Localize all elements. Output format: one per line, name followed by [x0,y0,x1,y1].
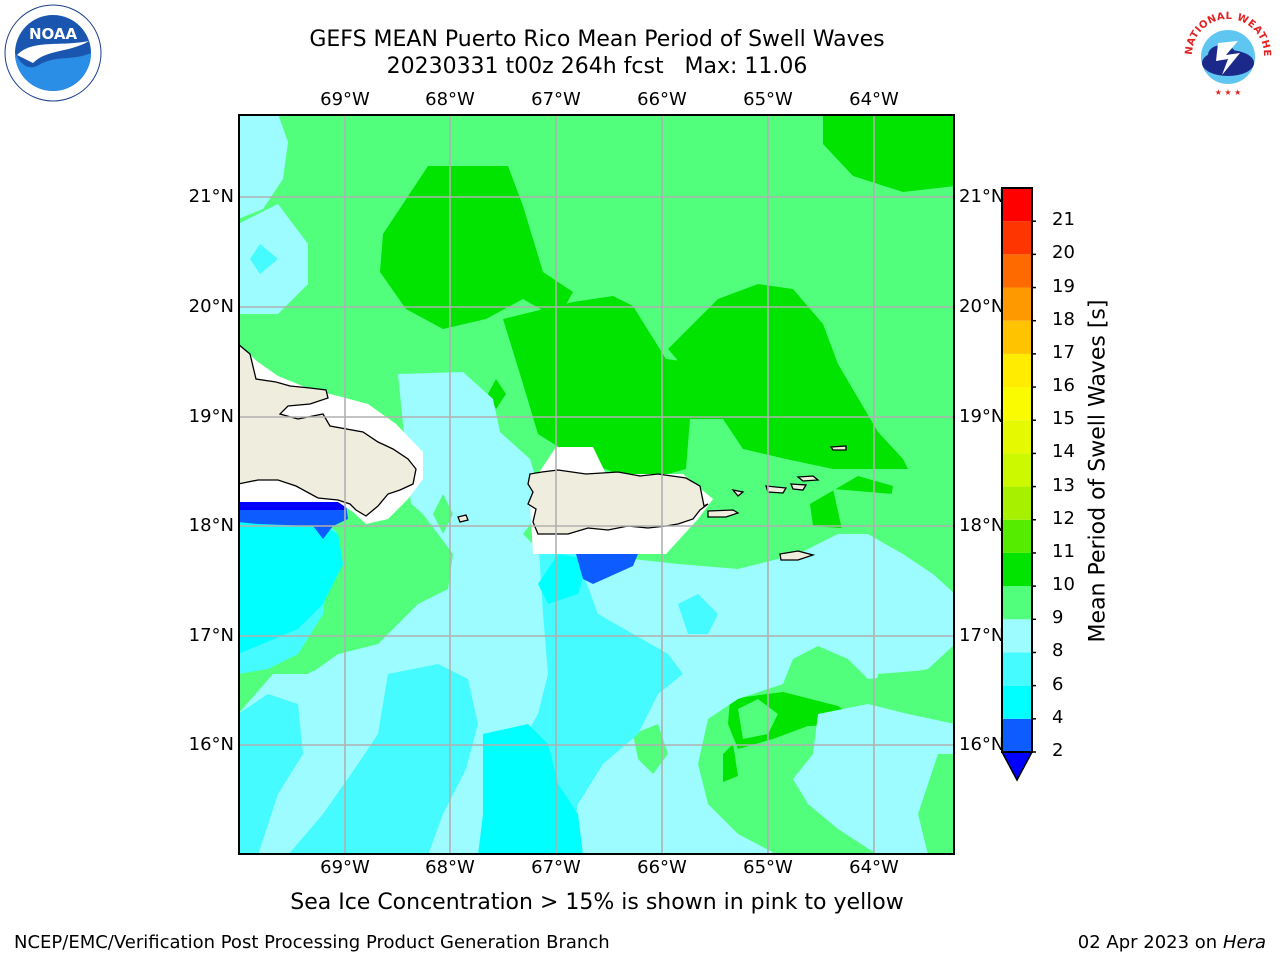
lon-label-top: 68°W [425,89,475,110]
virgin-islands-1 [765,485,788,494]
colorbar-tick-label: 12 [1052,507,1075,529]
hispaniola [238,343,417,517]
lon-label-top: 66°W [637,89,687,110]
lat-label-right: 21°N [959,186,1005,207]
colorbar-bin [1002,221,1032,255]
puerto-rico [527,469,709,535]
virgin-islands-3 [796,475,820,482]
mona-island [457,514,469,523]
colorbar-tick-label: 14 [1052,441,1075,463]
lat-label-left: 19°N [188,406,234,427]
colorbar-tick-label: 13 [1052,474,1075,496]
sea-ice-note: Sea Ice Concentration > 15% is shown in … [290,890,904,915]
colorbar-tick-label: 2 [1052,740,1064,761]
footer-date-text: 02 Apr 2023 on [1077,932,1223,953]
colorbar-bin [1002,519,1032,553]
lon-label-bottom: 67°W [531,857,581,878]
culebra [731,489,745,497]
gridlines [238,114,955,855]
lat-label-left: 20°N [188,296,234,317]
lon-label-bottom: 66°W [637,857,687,878]
map-plot [238,114,955,855]
chart-subtitle: 20230331 t00z 264h fcst Max: 11.06 [386,54,808,79]
contour-9-10-patches [313,479,955,855]
colorbar-frame [1001,187,1033,753]
colorbar-bin [1002,652,1032,686]
footer-machine: Hera [1222,932,1266,953]
colorbar-bin [1002,387,1032,421]
colorbar-bin [1002,685,1032,719]
svg-text:★ ★ ★: ★ ★ ★ [1215,88,1242,97]
footer-date: 02 Apr 2023 on Hera [1078,932,1266,953]
map-frame [238,114,955,855]
colorbar-bin [1002,619,1032,653]
lat-label-left: 18°N [188,515,234,536]
noaa-logo-text: NOAA [29,25,78,43]
colorbar-bin [1002,718,1032,752]
colorbar-tick-label: 19 [1052,275,1075,297]
colorbar-tick-label: 15 [1052,408,1075,430]
colorbar-tick-label: 18 [1052,308,1075,330]
colorbar-tick-label: 8 [1052,640,1064,662]
colorbar-tick-label: 10 [1052,574,1075,596]
colorbar-bin [1002,453,1032,487]
lon-label-top: 67°W [531,89,581,110]
lon-label-bottom: 68°W [425,857,475,878]
colorbar-extend-triangle [1000,751,1034,782]
contour-below-2 [238,500,346,510]
lon-label-bottom: 64°W [849,857,899,878]
anegada [829,445,847,451]
colorbar-bin [1002,287,1032,321]
st-croix [779,550,816,561]
lat-label-left: 17°N [188,625,234,646]
lat-label-left: 21°N [188,186,234,207]
chart-title: GEFS MEAN Puerto Rico Mean Period of Swe… [309,27,885,52]
colorbar-bin [1002,353,1032,388]
lat-label-right: 17°N [959,625,1005,646]
footer-credit: NCEP/EMC/Verification Post Processing Pr… [14,932,610,953]
lon-label-bottom: 69°W [320,857,370,878]
colorbar-tick-label: 4 [1052,706,1064,728]
colorbar-bin [1002,254,1032,288]
lat-label-left: 16°N [188,734,234,755]
virgin-islands-2 [790,483,808,491]
lon-label-top: 64°W [849,89,899,110]
colorbar-tick-label: 16 [1052,375,1075,397]
lon-label-top: 65°W [743,89,793,110]
lat-label-right: 16°N [959,734,1005,755]
colorbar-tick-label: 17 [1052,341,1075,363]
colorbar-bin [1002,188,1032,222]
lon-label-top: 69°W [320,89,370,110]
colorbar-tick-label: 9 [1052,607,1064,629]
nws-logo: NATIONAL WEATHER SERVICE ★ ★ ★ [1174,0,1278,101]
colorbar-tick-label: 20 [1052,242,1075,264]
contour-2-4 [238,504,638,584]
lat-label-right: 20°N [959,296,1005,317]
colorbar-bin [1002,586,1032,620]
lat-label-right: 19°N [959,406,1005,427]
colorbar-label: Mean Period of Swell Waves [s] [1085,299,1111,643]
colorbar-tick-label: 11 [1052,540,1075,562]
colorbar-bin [1002,320,1032,354]
colorbar-bin [1002,552,1032,587]
colorbar-tick-label: 21 [1052,209,1075,231]
colorbar-bin [1002,486,1032,520]
vieques [707,509,740,518]
land [238,343,847,561]
colorbar [1000,187,1036,782]
colorbar-bin [1002,420,1032,454]
lon-label-bottom: 65°W [743,857,793,878]
colorbar-tick-label: 6 [1052,673,1064,695]
lat-label-right: 18°N [959,515,1005,536]
noaa-logo: NOAA [3,3,103,103]
